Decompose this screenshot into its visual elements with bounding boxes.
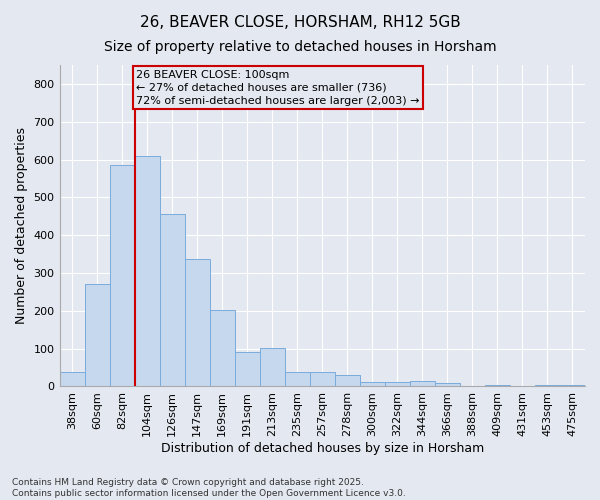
Bar [410,381,435,386]
Bar [485,384,510,386]
Bar [185,258,209,386]
Bar [59,372,85,386]
Bar [110,165,134,386]
Bar [310,372,335,386]
Bar [385,382,410,386]
Text: Contains HM Land Registry data © Crown copyright and database right 2025.
Contai: Contains HM Land Registry data © Crown c… [12,478,406,498]
Bar [134,156,160,386]
Text: Size of property relative to detached houses in Horsham: Size of property relative to detached ho… [104,40,496,54]
Y-axis label: Number of detached properties: Number of detached properties [15,127,28,324]
Bar [335,375,360,386]
X-axis label: Distribution of detached houses by size in Horsham: Distribution of detached houses by size … [161,442,484,455]
Text: 26, BEAVER CLOSE, HORSHAM, RH12 5GB: 26, BEAVER CLOSE, HORSHAM, RH12 5GB [140,15,460,30]
Bar [160,214,185,386]
Bar [360,382,385,386]
Bar [535,384,560,386]
Bar [260,348,285,387]
Bar [435,382,460,386]
Bar [285,372,310,386]
Bar [235,352,260,386]
Bar [85,284,110,386]
Bar [560,384,585,386]
Bar [209,310,235,386]
Text: 26 BEAVER CLOSE: 100sqm
← 27% of detached houses are smaller (736)
72% of semi-d: 26 BEAVER CLOSE: 100sqm ← 27% of detache… [136,70,419,106]
